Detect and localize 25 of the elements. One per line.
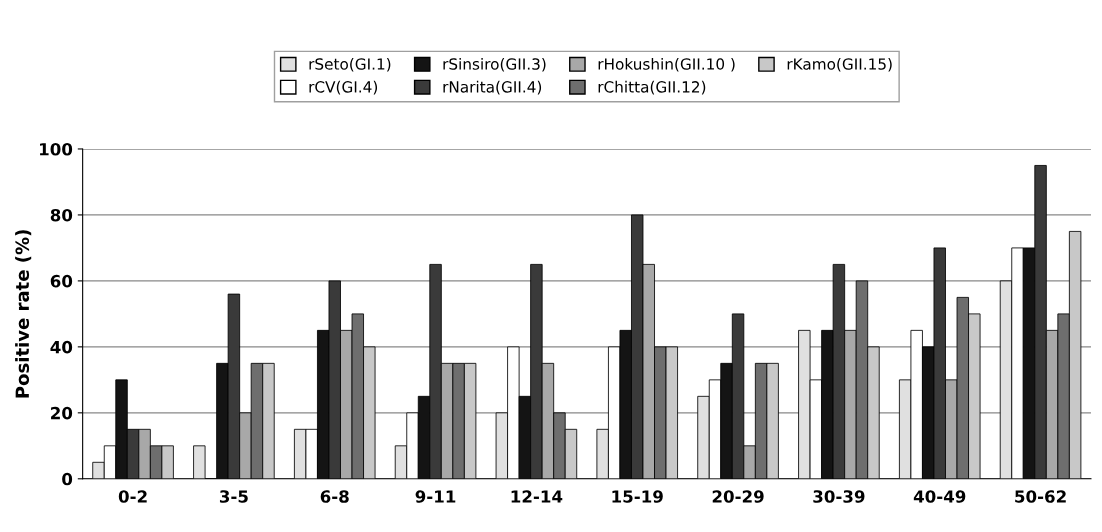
x-tick-label: 12-14	[511, 490, 563, 503]
x-tick-label: 30-39	[813, 490, 865, 503]
y-tick-label: 0	[62, 472, 73, 486]
x-tick-label: 20-29	[712, 490, 764, 503]
legend-label: rHokushin(GII.10 )	[598, 57, 735, 72]
legend-label: rChitta(GII.12)	[598, 80, 706, 95]
x-tick-label: 40-49	[913, 490, 966, 503]
x-tick-label: 3-5	[219, 490, 248, 503]
y-tick-label: 20	[51, 406, 73, 420]
y-tick-label: 40	[50, 340, 73, 354]
bar	[193, 445, 206, 479]
y-tick-label: 60	[50, 274, 73, 288]
x-tick-label: 9-11	[415, 490, 456, 503]
legend-label: rSeto(GI.1)	[309, 57, 391, 72]
legend-label: rCV(GI.4)	[309, 80, 378, 95]
legend-label: rNarita(GII.4)	[443, 80, 542, 95]
x-tick-label: 6-8	[320, 490, 349, 503]
legend-label: rKamo(GII.15)	[787, 57, 892, 72]
y-tick-label: 100	[40, 142, 73, 156]
y-axis-title: Positive rate (%)	[15, 230, 32, 398]
x-tick-label: 15-19	[612, 490, 663, 503]
legend-label: rSinsiro(GII.3)	[443, 57, 546, 72]
y-tick-label: 80	[50, 208, 73, 222]
x-tick-label: 50-62	[1015, 490, 1066, 503]
x-tick-label: 0-2	[118, 490, 147, 503]
